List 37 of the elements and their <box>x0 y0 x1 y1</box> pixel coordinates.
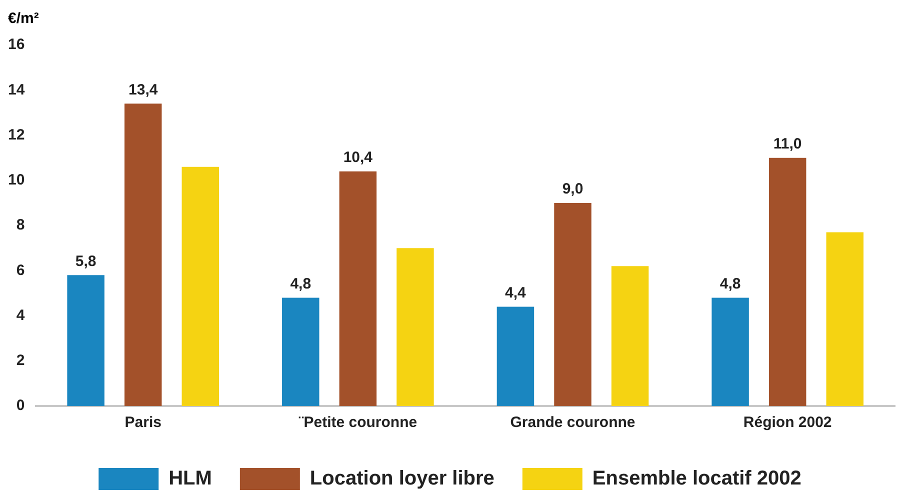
legend-label: HLM <box>168 468 212 490</box>
bar <box>67 275 104 406</box>
bar <box>768 158 806 406</box>
y-tick-label: 16 <box>8 36 25 54</box>
y-tick-label: 2 <box>16 352 25 370</box>
bar <box>611 266 649 406</box>
y-tick-label: 4 <box>16 306 26 324</box>
data-label: 10,4 <box>343 148 374 166</box>
bar <box>339 171 377 406</box>
y-tick-label: 10 <box>8 172 25 189</box>
bar <box>496 306 534 406</box>
data-label: 4,8 <box>290 275 312 292</box>
data-label: 4,8 <box>720 275 741 292</box>
x-tick-label: Paris <box>124 414 162 432</box>
bar <box>182 166 220 406</box>
data-label: 5,8 <box>75 252 96 270</box>
bar <box>826 232 864 406</box>
legend-label: Ensemble locatif 2002 <box>592 468 802 490</box>
bar <box>282 298 320 406</box>
y-tick-label: 12 <box>8 126 25 144</box>
data-label: 4,4 <box>505 284 527 302</box>
bar <box>554 202 592 406</box>
x-tick-label: Région 2002 <box>743 414 832 432</box>
x-tick-label: ¨Petite couronne <box>298 414 418 432</box>
y-axis-title: €/m² <box>8 10 39 27</box>
data-label: 11,0 <box>773 135 802 152</box>
y-tick-label: 0 <box>16 397 25 414</box>
y-tick-label: 14 <box>8 81 26 98</box>
data-label: 13,4 <box>128 81 158 98</box>
bar <box>712 298 749 406</box>
legend-label: Location loyer libre <box>310 468 494 490</box>
x-tick-label: Grande couronne <box>510 414 636 432</box>
y-tick-label: 8 <box>16 216 25 234</box>
bar <box>124 104 162 406</box>
bar <box>396 248 434 406</box>
y-tick-label: 6 <box>16 262 25 279</box>
data-label: 9,0 <box>562 180 584 198</box>
